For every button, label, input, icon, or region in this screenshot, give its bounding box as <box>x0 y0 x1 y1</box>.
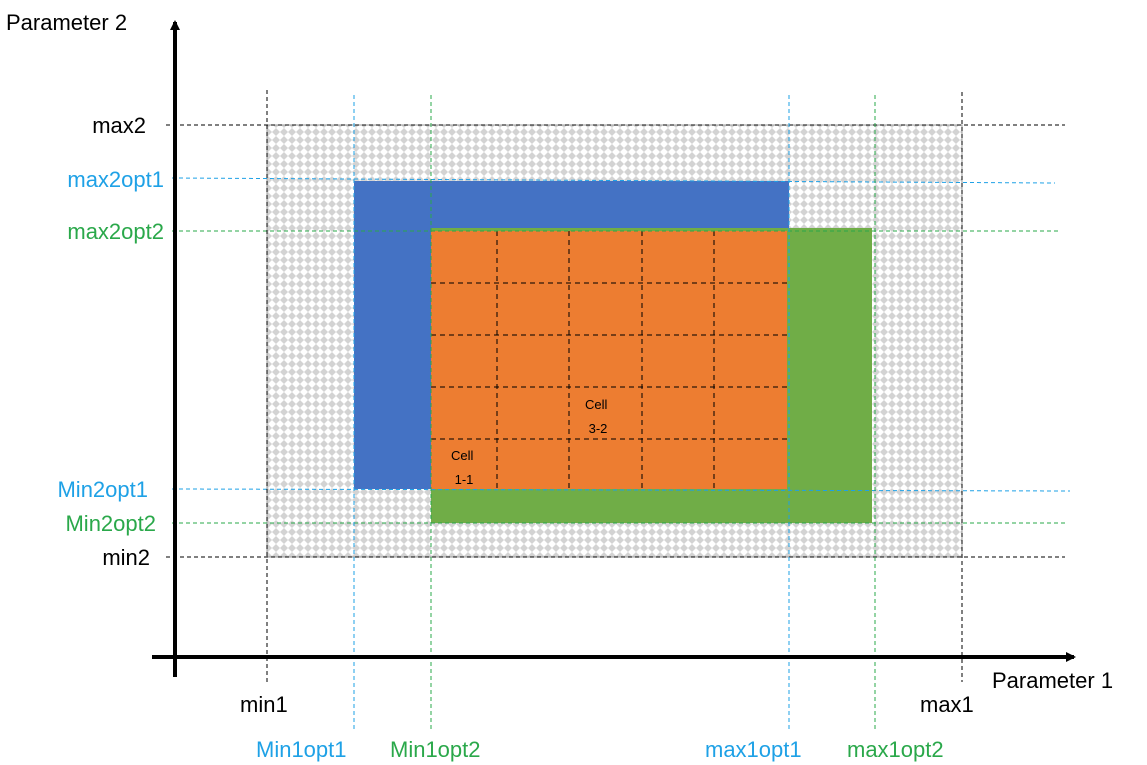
label-min2: min2 <box>102 545 150 570</box>
cell-1-1-line2: 1-1 <box>455 472 474 487</box>
intersection-region <box>431 231 787 489</box>
label-min2opt2: Min2opt2 <box>65 511 156 536</box>
label-max1opt2: max1opt2 <box>847 737 944 762</box>
vertical-guides <box>266 90 963 730</box>
horizontal-guides <box>166 124 1071 558</box>
cell-1-1-line1: Cell <box>451 448 474 463</box>
label-max1: max1 <box>920 692 974 717</box>
label-min1: min1 <box>240 692 288 717</box>
cell-1-1-label: Cell 1-1 <box>451 448 477 487</box>
cell-3-2-line2: 3-2 <box>589 421 608 436</box>
label-min1opt1: Min1opt1 <box>256 737 347 762</box>
label-max2opt1: max2opt1 <box>67 167 164 192</box>
y-axis-title: Parameter 2 <box>6 10 127 35</box>
label-min2opt1: Min2opt1 <box>57 477 148 502</box>
label-min1opt2: Min1opt2 <box>390 737 481 762</box>
cell-3-2-label: Cell 3-2 <box>585 397 611 436</box>
guide-max2opt1 <box>171 177 1056 184</box>
guide-min2opt1 <box>171 488 1071 492</box>
cell-grid <box>431 231 787 489</box>
label-max2: max2 <box>92 113 146 138</box>
cell-3-2-line1: Cell <box>585 397 608 412</box>
label-max2opt2: max2opt2 <box>67 219 164 244</box>
label-max1opt1: max1opt1 <box>705 737 802 762</box>
x-axis-title: Parameter 1 <box>992 668 1113 693</box>
